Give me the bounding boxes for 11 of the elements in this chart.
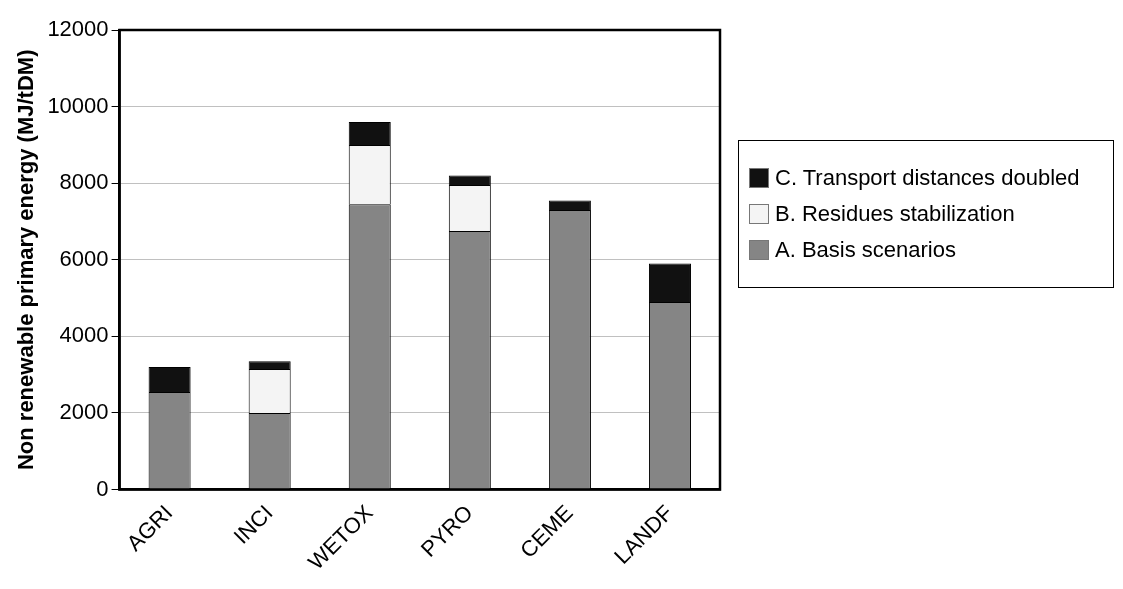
y-tick-label: 12000 bbox=[47, 16, 109, 42]
y-tick-label: 2000 bbox=[59, 399, 109, 425]
legend-label: B. Residues stabilization bbox=[775, 201, 1015, 227]
y-tick-label: 0 bbox=[96, 475, 109, 501]
y-axis-title: Non renewable primary energy (MJ/tDM) bbox=[13, 49, 39, 471]
y-tick-label: 6000 bbox=[59, 245, 109, 271]
legend-label: C. Transport distances doubled bbox=[775, 165, 1080, 191]
y-tick-label: 4000 bbox=[59, 322, 109, 348]
y-tick-label: 8000 bbox=[59, 169, 109, 195]
legend-label: A. Basis scenarios bbox=[775, 237, 956, 263]
y-tick-label: 10000 bbox=[47, 92, 109, 118]
